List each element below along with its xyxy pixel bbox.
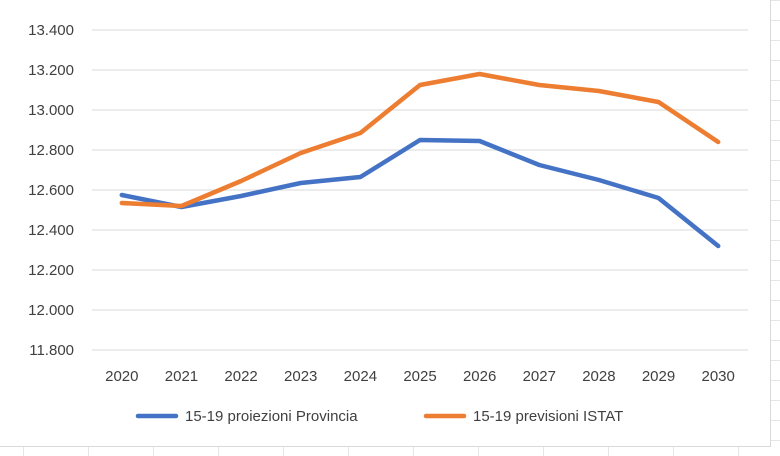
x-tick-label: 2027: [523, 368, 556, 385]
x-tick-label: 2029: [642, 368, 675, 385]
x-tick-label: 2022: [224, 368, 257, 385]
x-tick-label: 2024: [344, 368, 377, 385]
line-chart: 11.800 12.000 12.200 12.400 12.600 12.800 13.0…: [28, 22, 748, 425]
series-line-2[interactable]: [119, 71, 721, 209]
x-tick-label: 2020: [105, 368, 138, 385]
x-tick-label: 2026: [463, 368, 496, 385]
y-tick-label: 13.000: [28, 102, 74, 119]
x-tick-label: 2030: [701, 368, 734, 385]
y-tick-label: 11.800: [29, 342, 74, 359]
x-tick-label: 2028: [582, 368, 615, 385]
y-axis-labels: 11.800 12.000 12.200 12.400 12.600 12.800 13.0…: [28, 22, 74, 359]
y-tick-label: 12.400: [28, 222, 74, 239]
y-tick-label: 12.600: [28, 182, 74, 199]
series-line-1[interactable]: [119, 137, 721, 249]
legend-label: 15-19 proiezioni Provincia: [185, 408, 358, 425]
x-axis-labels: 2020 2021 2022 2023 2024 2025 2026 2027 2028 2029…: [105, 368, 735, 385]
series-lines: [119, 71, 721, 249]
y-tick-label: 12.200: [28, 262, 74, 279]
y-tick-label: 13.200: [28, 62, 74, 79]
legend: 15-19 proiezioni Provincia 15-19 previsio…: [135, 408, 623, 425]
legend-label: 15-19 previsioni ISTAT: [473, 408, 623, 425]
x-tick-label: 2023: [284, 368, 317, 385]
y-tick-label: 12.800: [28, 142, 74, 159]
chart-area[interactable]: 11.800 12.000 12.200 12.400 12.600 12.800 13.0…: [0, 0, 771, 447]
y-tick-label: 12.000: [28, 302, 74, 319]
x-tick-label: 2021: [165, 368, 198, 385]
x-tick-label: 2025: [403, 368, 436, 385]
y-tick-label: 13.400: [28, 22, 74, 39]
gridlines: [92, 29, 748, 351]
